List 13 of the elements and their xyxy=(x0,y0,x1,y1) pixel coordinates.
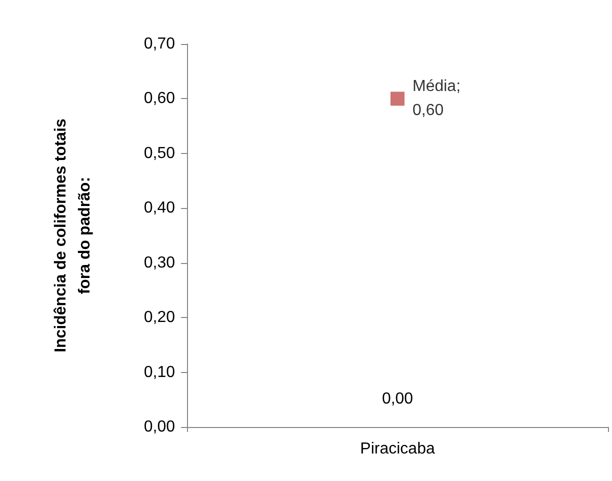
y-tick-label: 0,00 xyxy=(144,418,176,436)
series-label: Média; xyxy=(412,78,461,96)
y-tick-label: 0,50 xyxy=(144,144,176,162)
y-tick-label: 0,20 xyxy=(144,309,176,326)
y-tick-label: 0,70 xyxy=(144,36,176,52)
y-tick-label: 0,40 xyxy=(144,200,176,217)
data-label: 0,60 xyxy=(412,102,444,120)
y-axis-title: Incidência de coliformes totais fora do padrão: xyxy=(52,118,94,352)
annotation: 0,00 xyxy=(382,390,414,408)
x-tick-label: Piracicaba xyxy=(360,440,435,458)
y-tick-label: 0,30 xyxy=(144,254,176,272)
y-tick-label: 0,60 xyxy=(144,90,176,108)
y-tick-label: 0,10 xyxy=(144,364,176,381)
